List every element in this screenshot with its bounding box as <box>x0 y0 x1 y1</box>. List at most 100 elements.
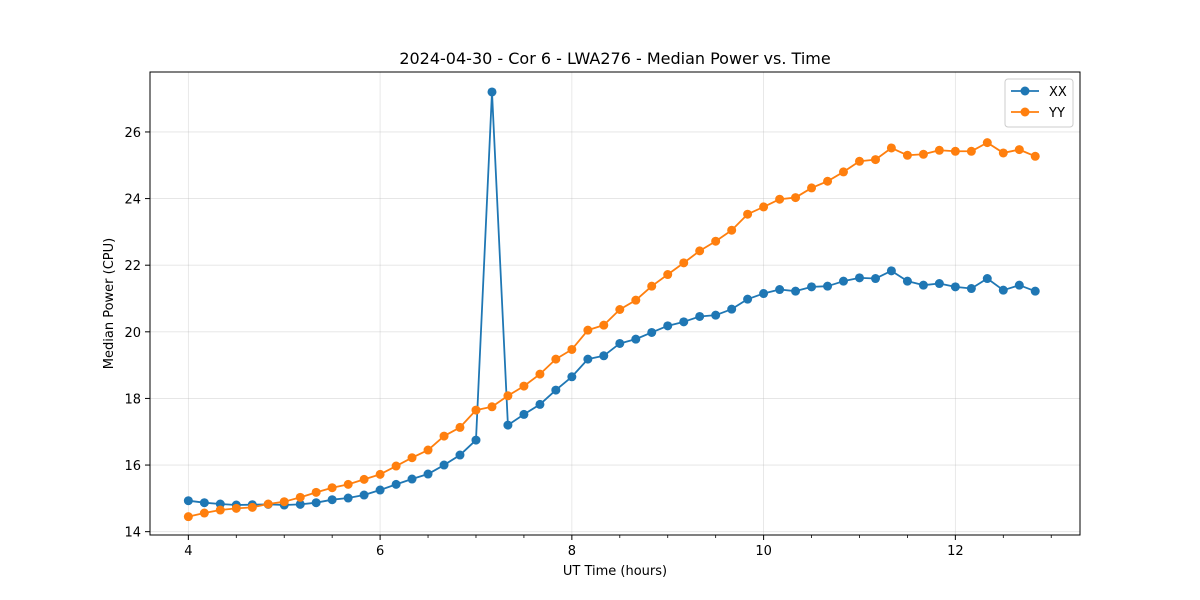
data-point-xx <box>647 327 657 337</box>
data-point-xx <box>695 311 705 321</box>
data-point-yy <box>775 194 785 204</box>
data-point-xx <box>311 498 321 508</box>
data-point-yy <box>311 487 321 497</box>
data-point-yy <box>343 479 353 489</box>
data-point-xx <box>327 495 337 505</box>
y-tick-label: 20 <box>124 326 141 341</box>
data-point-xx <box>503 420 513 430</box>
data-point-yy <box>647 281 657 291</box>
data-point-xx <box>487 87 497 97</box>
data-point-yy <box>871 155 880 165</box>
data-point-yy <box>183 512 193 522</box>
legend-label-yy: YY <box>1048 106 1065 121</box>
data-point-yy <box>807 183 817 193</box>
data-point-yy <box>615 305 625 314</box>
data-point-xx <box>791 286 801 296</box>
data-point-xx <box>679 317 689 327</box>
data-point-xx <box>343 493 353 503</box>
grid <box>150 72 1080 535</box>
data-point-xx <box>615 338 625 348</box>
data-point-xx <box>950 282 960 292</box>
legend-marker-xx <box>1020 86 1030 96</box>
chart-title: 2024-04-30 - Cor 6 - LWA276 - Median Pow… <box>399 49 830 68</box>
data-point-yy <box>359 474 369 484</box>
data-point-xx <box>375 485 385 495</box>
data-point-xx <box>918 280 928 290</box>
data-point-yy <box>631 295 641 305</box>
data-point-yy <box>711 236 721 246</box>
plot-frame <box>149 71 1081 536</box>
data-point-yy <box>966 146 976 156</box>
data-point-yy <box>407 453 417 463</box>
data-point-yy <box>1014 145 1024 155</box>
data-point-xx <box>807 282 817 292</box>
data-point-yy <box>503 391 513 401</box>
data-point-yy <box>982 138 992 148</box>
data-point-xx <box>551 385 561 395</box>
data-point-yy <box>295 492 305 502</box>
ticks: 4 6 8 10 12 14 16 18 20 22 24 26 <box>124 126 1052 559</box>
data-point-xx <box>471 435 481 445</box>
x-tick-label: 4 <box>184 544 192 559</box>
y-tick-label: 18 <box>124 392 141 407</box>
data-point-yy <box>471 405 481 415</box>
data-point-xx <box>886 266 896 276</box>
data-point-xx <box>423 469 433 479</box>
data-point-xx <box>838 276 848 286</box>
data-point-yy <box>599 320 609 330</box>
data-point-xx <box>998 285 1008 295</box>
data-point-xx <box>1030 286 1040 296</box>
data-point-xx <box>519 409 529 419</box>
y-axis-label: Median Power (CPU) <box>102 238 117 369</box>
y-tick-label: 16 <box>124 459 141 474</box>
data-point-yy <box>1030 151 1040 161</box>
series-layer <box>183 87 1040 522</box>
data-point-xx <box>711 310 721 320</box>
data-point-yy <box>375 469 385 479</box>
data-point-xx <box>743 294 753 304</box>
x-tick-label: 12 <box>947 544 964 559</box>
data-point-xx <box>934 279 944 289</box>
data-point-xx <box>583 354 593 364</box>
y-tick-label: 26 <box>124 126 141 141</box>
legend-label-xx: XX <box>1049 85 1067 100</box>
data-point-yy <box>934 145 944 155</box>
data-point-xx <box>759 289 769 299</box>
data-point-yy <box>854 156 864 166</box>
y-tick-label: 14 <box>124 526 141 541</box>
data-point-yy <box>838 167 848 177</box>
data-point-xx <box>902 276 912 286</box>
data-point-yy <box>950 146 960 156</box>
data-point-yy <box>391 461 401 471</box>
data-point-yy <box>886 143 896 153</box>
data-point-xx <box>455 450 465 460</box>
data-point-xx <box>199 498 209 508</box>
data-point-xx <box>183 496 193 506</box>
data-point-yy <box>727 225 737 235</box>
data-point-yy <box>902 150 912 160</box>
data-point-yy <box>487 402 497 412</box>
data-point-yy <box>743 209 753 219</box>
data-point-yy <box>423 445 433 455</box>
data-point-xx <box>567 372 577 382</box>
data-point-xx <box>775 285 785 295</box>
data-point-xx <box>823 281 833 291</box>
data-point-yy <box>519 381 529 391</box>
data-point-xx <box>854 273 864 283</box>
data-point-xx <box>295 499 305 509</box>
data-point-xx <box>727 304 737 314</box>
x-tick-label: 10 <box>755 544 772 559</box>
data-point-yy <box>439 431 449 441</box>
data-point-yy <box>695 246 705 256</box>
data-point-xx <box>535 399 545 409</box>
data-point-xx <box>391 479 401 489</box>
data-point-yy <box>535 369 545 379</box>
data-point-xx <box>1014 280 1024 290</box>
data-point-yy <box>567 344 577 354</box>
data-point-xx <box>663 321 673 331</box>
data-point-yy <box>231 503 241 513</box>
data-point-yy <box>455 422 465 432</box>
data-point-xx <box>871 274 880 284</box>
